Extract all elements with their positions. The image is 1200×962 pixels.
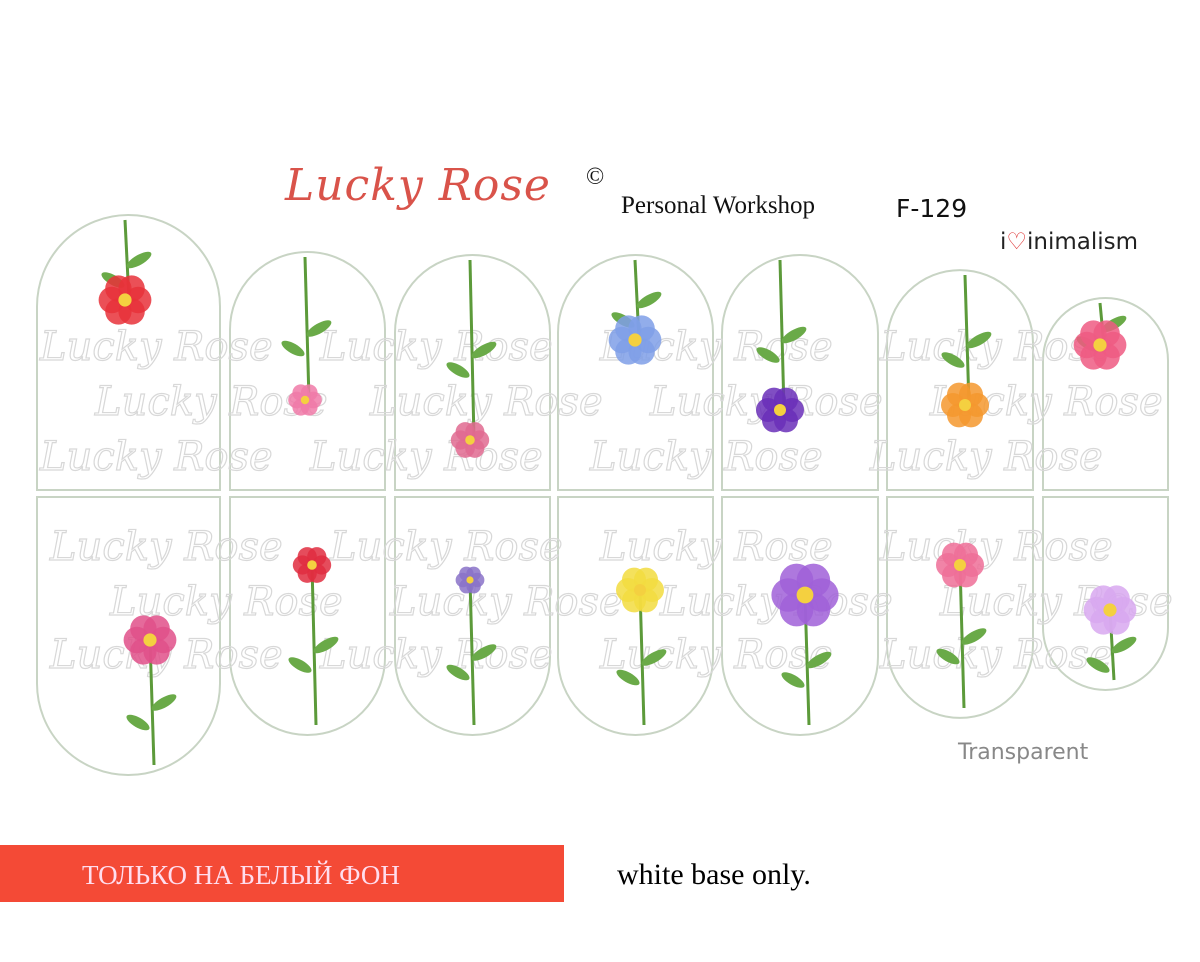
flower-center — [465, 435, 475, 445]
leaf — [756, 347, 780, 363]
leaf — [1086, 657, 1110, 673]
leaf — [151, 694, 177, 711]
leaf — [306, 320, 332, 337]
flower-center — [143, 633, 157, 647]
flower-center — [954, 559, 966, 571]
leaf — [446, 664, 470, 681]
top-nail-decal — [721, 254, 879, 491]
flower-center — [300, 395, 310, 405]
white-base-warning-banner: ТОЛЬКО НА БЕЛЫЙ ФОН — [0, 845, 564, 902]
flower-center — [118, 293, 132, 307]
lucky-rose-watermark: Lucky Rose — [39, 324, 273, 370]
top-nail-decal — [886, 269, 1034, 491]
subtitle: Personal Workshop — [621, 192, 816, 219]
leaf — [1111, 636, 1137, 654]
bottom-nail-decal — [394, 496, 551, 736]
flower-center — [628, 333, 642, 347]
lucky-rose-watermark: Lucky Rose — [939, 579, 1173, 625]
lucky-rose-watermark: Lucky Rose — [879, 524, 1113, 570]
flower-center — [634, 584, 646, 596]
leaf — [781, 672, 805, 688]
lucky-rose-watermark: Lucky Rose — [329, 524, 563, 570]
leaf — [936, 648, 960, 665]
leaf — [471, 341, 497, 359]
lucky-rose-watermark: Lucky Rose — [589, 434, 823, 480]
leaf — [961, 628, 987, 645]
lucky-rose-watermark: Lucky Rose — [369, 379, 603, 425]
leaf — [446, 362, 470, 378]
flower-stem — [310, 564, 318, 726]
flower-stem — [468, 259, 476, 441]
bottom-nail-decal — [229, 496, 386, 736]
white-base-note: white base only. — [617, 858, 811, 891]
flower-center — [774, 404, 786, 416]
leaf — [288, 657, 312, 673]
lucky-rose-watermark: Lucky Rose — [39, 434, 273, 480]
product-code: F-129 — [896, 194, 968, 223]
bottom-nail-decal — [557, 496, 714, 736]
flower-center — [1093, 338, 1107, 352]
leaf — [313, 636, 339, 654]
lucky-rose-watermark: Lucky Rose — [879, 632, 1113, 678]
flower-stem — [638, 589, 646, 726]
leaf — [641, 649, 667, 666]
leaf — [471, 644, 497, 661]
heart-icon: ♡ — [1006, 229, 1028, 255]
flower-stem — [958, 564, 966, 709]
leaf — [806, 651, 832, 669]
flower-center — [307, 560, 317, 570]
lucky-rose-watermark: Lucky Rose — [869, 434, 1103, 480]
lucky-rose-watermark: Lucky Rose — [319, 324, 553, 370]
brand-prefix: i — [1000, 229, 1007, 255]
top-nail-decal — [557, 254, 714, 491]
iminimalism-logo: i♡inimalism — [1000, 229, 1138, 255]
flower-center — [466, 576, 474, 584]
top-nail-decal — [36, 214, 221, 491]
leaf — [781, 326, 807, 344]
lucky-rose-watermark: Lucky Rose — [599, 524, 833, 570]
lucky-rose-watermark: Lucky Rose — [389, 579, 623, 625]
lucky-rose-watermark: Lucky Rose — [49, 524, 283, 570]
lucky-rose-watermark: Lucky Rose — [319, 632, 553, 678]
flower-stem — [468, 579, 476, 726]
copyright-symbol: © — [586, 164, 605, 190]
flower-stem — [303, 256, 311, 401]
leaf — [616, 669, 640, 686]
leaf — [281, 340, 305, 357]
leaf — [966, 331, 992, 349]
leaf — [126, 251, 152, 269]
brand-suffix: inimalism — [1027, 229, 1139, 255]
flower-center — [959, 399, 971, 411]
lucky-rose-watermark: Lucky Rose — [599, 632, 833, 678]
leaf — [636, 291, 662, 309]
type-label: Transparent — [958, 740, 1089, 765]
lucky-rose-logo: Lucky Rose — [285, 160, 551, 211]
leaf — [126, 714, 150, 731]
flower-center — [1103, 603, 1117, 617]
leaf — [941, 352, 965, 368]
flower-stem — [778, 259, 786, 411]
lucky-rose-watermark: Lucky Rose — [309, 434, 543, 480]
flower-center — [796, 586, 814, 604]
